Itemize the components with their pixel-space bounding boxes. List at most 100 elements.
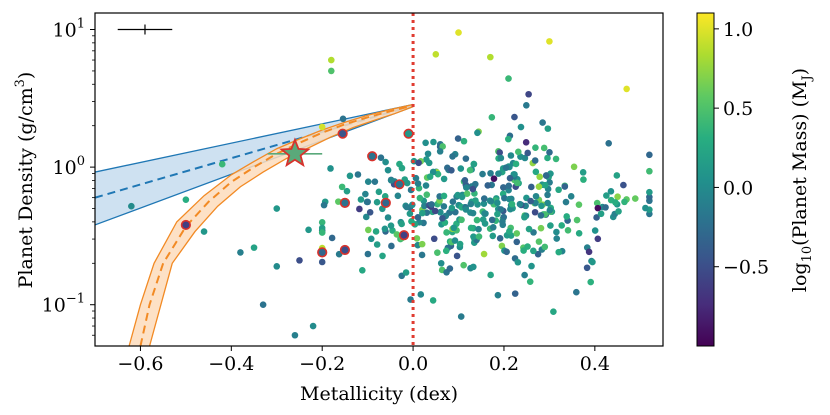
data-point	[507, 205, 514, 213]
data-point	[403, 203, 411, 211]
colorbar-tick-label-2: 0.0	[723, 177, 753, 199]
data-point	[457, 165, 465, 172]
data-point	[541, 243, 549, 251]
data-point	[494, 199, 501, 207]
data-point	[564, 227, 572, 234]
data-point	[523, 101, 530, 109]
colorbar-label: log10(Planet Mass) (MJ)	[789, 68, 815, 292]
data-point	[579, 169, 587, 176]
data-point	[532, 192, 540, 200]
data-point	[490, 175, 498, 182]
data-point	[426, 173, 434, 180]
data-point	[449, 198, 457, 205]
data-point	[522, 139, 530, 146]
y-tick-label-2: 101	[53, 17, 85, 42]
data-point	[296, 257, 303, 264]
data-point	[384, 214, 392, 221]
data-point	[646, 151, 653, 159]
data-point	[429, 168, 437, 176]
data-point	[602, 204, 609, 211]
data-point	[570, 163, 578, 171]
data-point	[516, 200, 524, 208]
data-point	[544, 154, 551, 162]
data-point	[436, 148, 444, 155]
data-point	[364, 198, 371, 206]
data-point	[593, 199, 601, 207]
data-point	[623, 85, 630, 93]
data-point	[535, 183, 543, 190]
data-point	[505, 135, 512, 143]
data-point	[535, 238, 543, 245]
data-point	[460, 137, 468, 145]
data-point	[371, 178, 379, 185]
data-point	[561, 183, 569, 190]
colorbar-tick-label-3: −0.5	[723, 257, 769, 279]
data-point	[487, 271, 494, 279]
data-point	[357, 196, 365, 203]
data-point	[479, 216, 487, 223]
data-point	[530, 247, 537, 255]
highlighted-point	[367, 151, 378, 162]
highlighted-point	[380, 197, 391, 208]
data-point	[528, 183, 535, 191]
data-point	[364, 250, 372, 258]
data-point	[558, 222, 565, 229]
data-point	[547, 222, 554, 229]
data-point	[524, 149, 532, 157]
data-point	[442, 247, 450, 255]
data-point	[542, 172, 550, 179]
data-point	[555, 186, 562, 194]
data-point	[550, 308, 557, 315]
data-point	[511, 113, 518, 121]
data-point	[487, 53, 494, 61]
data-point	[517, 123, 525, 131]
data-point	[587, 278, 595, 286]
data-point	[418, 240, 426, 248]
data-point	[318, 219, 326, 226]
data-point	[531, 157, 539, 164]
data-point	[359, 267, 366, 274]
data-point	[538, 202, 545, 210]
colorbar-label-main: (Planet Mass) (M	[789, 81, 811, 246]
data-point	[387, 222, 395, 229]
data-point	[612, 199, 619, 206]
data-point	[573, 216, 581, 224]
data-point	[499, 218, 506, 225]
data-point	[291, 331, 299, 339]
highlighted-point	[403, 128, 414, 139]
data-point	[375, 188, 383, 196]
data-point	[594, 204, 602, 212]
data-point	[457, 313, 465, 320]
data-point	[218, 160, 226, 168]
data-point	[489, 232, 497, 240]
y-tick-label-1: 100	[53, 154, 85, 179]
colorbar-label-sub: 10	[800, 246, 815, 263]
data-point	[552, 155, 560, 163]
data-point	[408, 218, 415, 225]
data-point	[318, 123, 326, 131]
data-point	[430, 235, 438, 243]
highlighted-point	[398, 230, 410, 241]
data-point	[379, 252, 386, 260]
data-point	[506, 195, 513, 203]
data-point	[473, 216, 481, 224]
data-point	[532, 144, 539, 151]
data-point	[501, 194, 508, 202]
data-point	[546, 38, 553, 45]
data-point	[448, 167, 455, 174]
data-point	[520, 247, 527, 254]
data-point	[450, 224, 458, 232]
data-point	[591, 227, 599, 234]
data-point	[416, 194, 424, 202]
data-point	[418, 251, 426, 259]
data-point	[497, 154, 505, 162]
x-tick-label-0: −0.6	[117, 353, 163, 375]
data-point	[200, 228, 208, 235]
y-axis-label-exp: 3	[13, 79, 28, 87]
data-point	[466, 166, 474, 174]
data-point	[417, 291, 425, 298]
data-point	[437, 259, 445, 267]
y-axis-label-end: )	[15, 72, 37, 79]
data-point	[398, 164, 406, 172]
